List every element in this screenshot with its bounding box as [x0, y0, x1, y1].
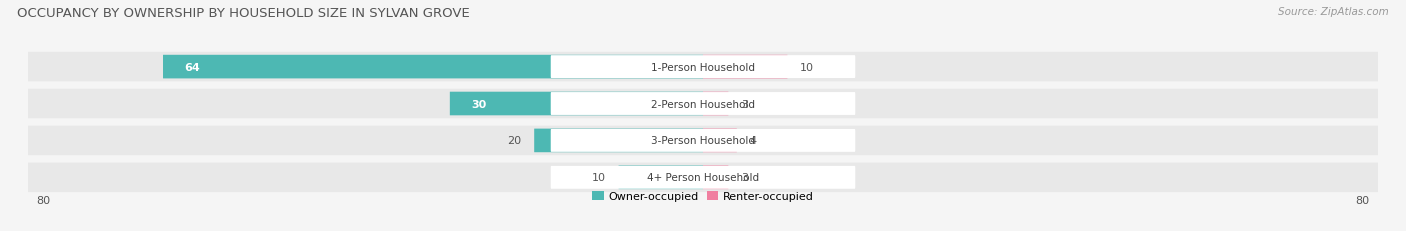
Text: 10: 10: [592, 173, 606, 182]
FancyBboxPatch shape: [619, 166, 703, 189]
FancyBboxPatch shape: [20, 163, 1386, 192]
Text: 1-Person Household: 1-Person Household: [651, 62, 755, 72]
Text: 80: 80: [1355, 195, 1369, 205]
FancyBboxPatch shape: [20, 126, 1386, 155]
FancyBboxPatch shape: [703, 92, 728, 116]
FancyBboxPatch shape: [450, 92, 703, 116]
Text: 4+ Person Household: 4+ Person Household: [647, 173, 759, 182]
FancyBboxPatch shape: [703, 55, 787, 79]
FancyBboxPatch shape: [703, 166, 728, 189]
FancyBboxPatch shape: [20, 89, 1386, 119]
Text: 80: 80: [37, 195, 51, 205]
Text: 64: 64: [184, 62, 200, 72]
Text: 3: 3: [741, 99, 748, 109]
Text: OCCUPANCY BY OWNERSHIP BY HOUSEHOLD SIZE IN SYLVAN GROVE: OCCUPANCY BY OWNERSHIP BY HOUSEHOLD SIZE…: [17, 7, 470, 20]
Text: Source: ZipAtlas.com: Source: ZipAtlas.com: [1278, 7, 1389, 17]
Legend: Owner-occupied, Renter-occupied: Owner-occupied, Renter-occupied: [588, 187, 818, 206]
FancyBboxPatch shape: [163, 55, 703, 79]
Text: 2-Person Household: 2-Person Household: [651, 99, 755, 109]
Text: 3-Person Household: 3-Person Household: [651, 136, 755, 146]
Text: 3: 3: [741, 173, 748, 182]
Text: 10: 10: [800, 62, 814, 72]
Text: 30: 30: [471, 99, 486, 109]
FancyBboxPatch shape: [534, 129, 703, 152]
Text: 4: 4: [749, 136, 756, 146]
FancyBboxPatch shape: [551, 129, 855, 152]
FancyBboxPatch shape: [551, 166, 855, 189]
FancyBboxPatch shape: [551, 56, 855, 79]
Text: 20: 20: [508, 136, 522, 146]
FancyBboxPatch shape: [551, 93, 855, 116]
FancyBboxPatch shape: [20, 53, 1386, 82]
FancyBboxPatch shape: [703, 129, 737, 152]
